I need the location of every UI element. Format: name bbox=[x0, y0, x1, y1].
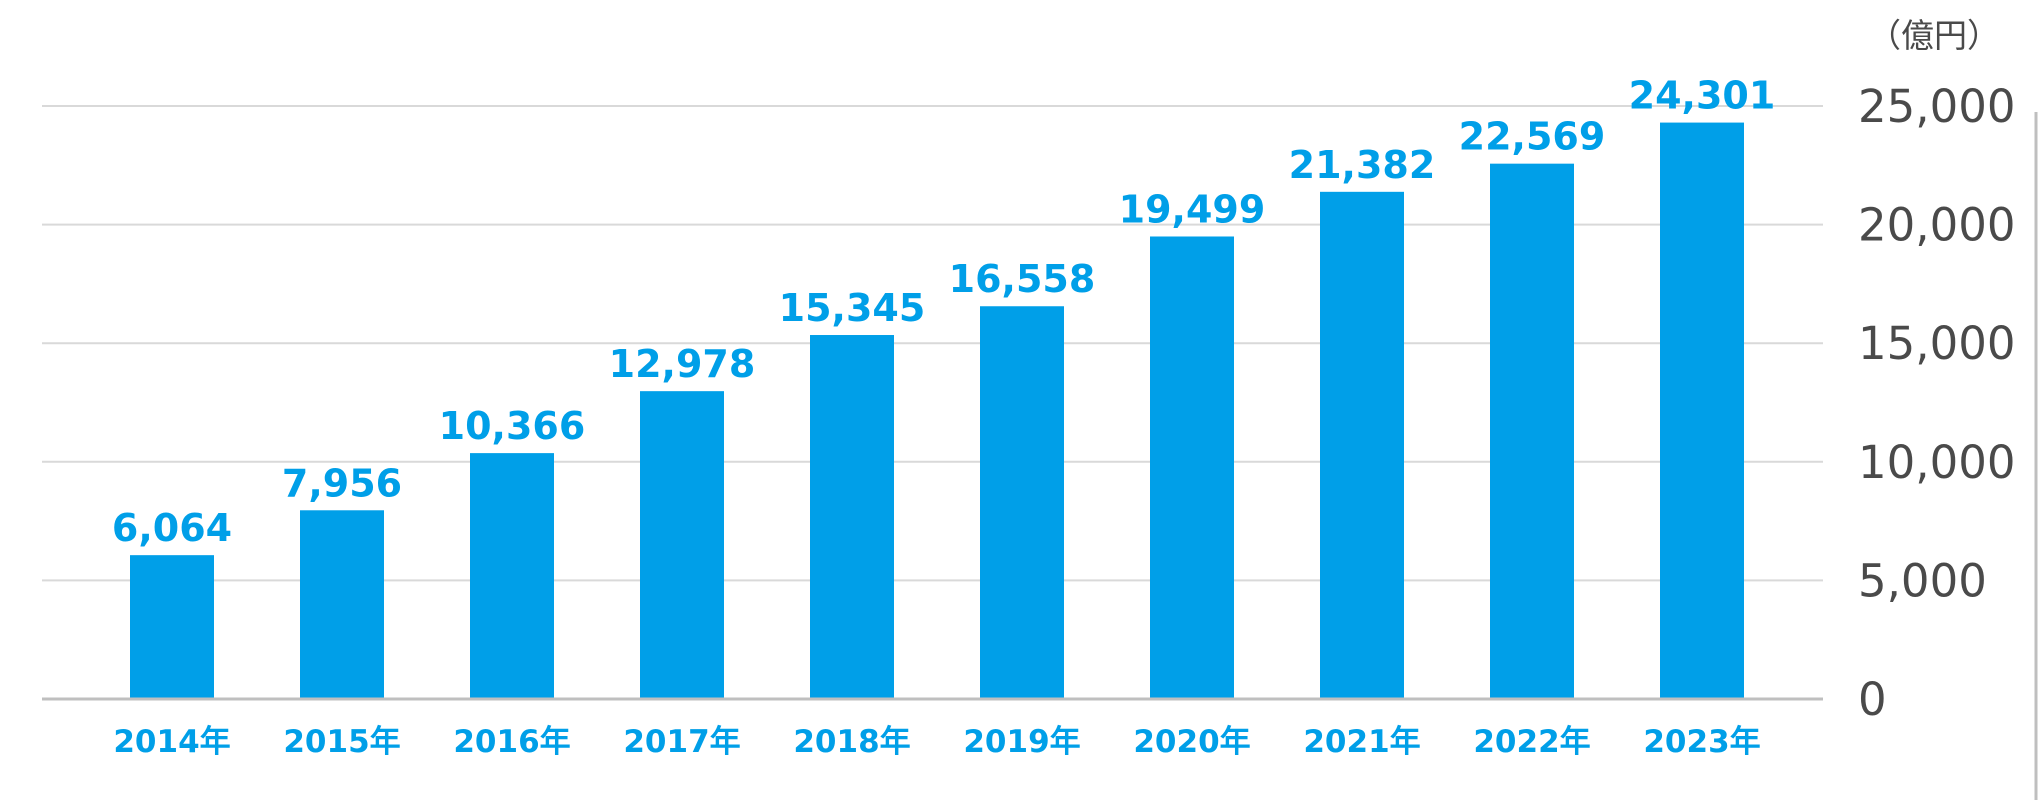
bar-2021年 bbox=[1320, 191, 1404, 699]
x-tick-label-2014年: 2014年 bbox=[113, 724, 230, 760]
x-tick-label-2019年: 2019年 bbox=[963, 724, 1080, 760]
y-tick-label-20,000: 20,000 bbox=[1858, 199, 2015, 252]
x-tick-label-2023年: 2023年 bbox=[1643, 724, 1760, 760]
data-label-2016年: 10,366 bbox=[439, 404, 586, 448]
data-label-2022年: 22,569 bbox=[1459, 115, 1606, 159]
x-tick-label-2022年: 2022年 bbox=[1473, 724, 1590, 760]
y-tick-label-10,000: 10,000 bbox=[1858, 436, 2015, 489]
data-label-2017年: 12,978 bbox=[609, 342, 756, 386]
bar-2019年 bbox=[980, 306, 1064, 699]
x-tick-label-2018年: 2018年 bbox=[793, 724, 910, 760]
bar-2022年 bbox=[1490, 163, 1574, 699]
bar-2020年 bbox=[1150, 236, 1234, 700]
axis-layer bbox=[42, 112, 2038, 800]
y-tick-label-25,000: 25,000 bbox=[1858, 80, 2015, 133]
bar-layer bbox=[130, 122, 1744, 700]
data-label-2021年: 21,382 bbox=[1289, 143, 1436, 187]
data-label-2015年: 7,956 bbox=[282, 461, 402, 505]
x-tick-label-2020年: 2020年 bbox=[1133, 724, 1250, 760]
bar-2018年 bbox=[810, 335, 894, 699]
bar-2017年 bbox=[640, 391, 724, 699]
label-layer: 6,064 2014年 7,956 2015年 10,366 2016年 12,978 201… bbox=[112, 16, 2016, 760]
y-tick-label-5,000: 5,000 bbox=[1858, 554, 1987, 607]
x-tick-label-2015年: 2015年 bbox=[283, 724, 400, 760]
y-tick-label-0: 0 bbox=[1858, 673, 1887, 726]
data-label-2020年: 19,499 bbox=[1119, 187, 1266, 231]
x-tick-label-2021年: 2021年 bbox=[1303, 724, 1420, 760]
bar-2016年 bbox=[470, 453, 554, 699]
data-label-2019年: 16,558 bbox=[949, 257, 1096, 301]
bar-2015年 bbox=[300, 510, 384, 699]
x-tick-label-2016年: 2016年 bbox=[453, 724, 570, 760]
bar-2014年 bbox=[130, 555, 214, 699]
data-label-2023年: 24,301 bbox=[1629, 74, 1776, 118]
y-tick-label-15,000: 15,000 bbox=[1858, 317, 2015, 370]
data-label-2018年: 15,345 bbox=[779, 286, 926, 330]
x-tick-label-2017年: 2017年 bbox=[623, 724, 740, 760]
bar-2023年 bbox=[1660, 122, 1744, 700]
data-label-2014年: 6,064 bbox=[112, 506, 232, 550]
unit-label: （億円） bbox=[1868, 16, 2000, 55]
